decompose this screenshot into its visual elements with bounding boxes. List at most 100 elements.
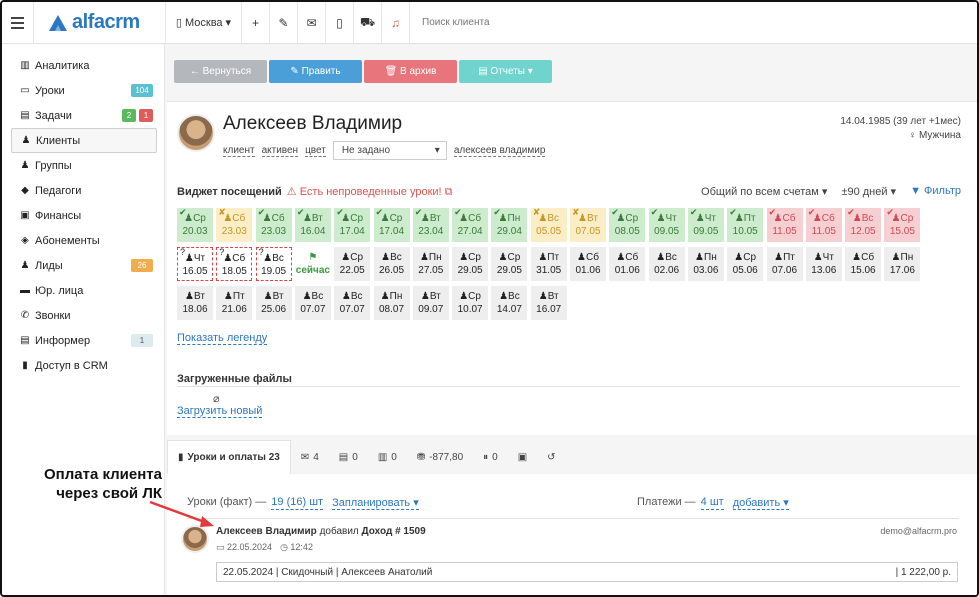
attendance-cell[interactable]: ✔ ♟Сб 23.03 [255, 207, 292, 242]
plan-dropdown[interactable]: Запланировать ▾ [332, 497, 419, 510]
attendance-cell[interactable]: ✔ ♟Сб 11.05 [766, 207, 803, 242]
attendance-cell[interactable]: ✔ ♟Ср 15.05 [884, 207, 921, 242]
payments-link[interactable]: 4 шт [700, 496, 724, 510]
sidebar-item-legal-entities[interactable]: ▬ Юр. лица [11, 278, 157, 303]
upload-file-link[interactable]: Загрузить новый [177, 405, 263, 418]
entry-item[interactable]: Доход # 1509 [361, 526, 426, 537]
attendance-cell[interactable]: ♟Ср 10.07 [452, 286, 489, 320]
attendance-cell[interactable]: ♟Сб 01.06 [609, 247, 646, 281]
bell-icon[interactable]: ♫ [382, 2, 410, 44]
attendance-now-marker[interactable]: ⚑ сейчас [294, 247, 331, 281]
attendance-cell[interactable]: ♟Пт 31.05 [530, 247, 567, 281]
sidebar-item-crm-access[interactable]: ▮ Доступ в CRM [11, 353, 157, 378]
client-type-tag[interactable]: клиент [223, 144, 255, 157]
tab-history[interactable]: ↺ [537, 440, 565, 474]
attendance-cell[interactable]: ♟Ср 22.05 [334, 247, 371, 281]
archive-button[interactable]: 🗑 В архив [364, 60, 457, 83]
attendance-cell[interactable]: ✔ ♟Ср 08.05 [609, 207, 646, 242]
client-color-tag[interactable]: цвет [305, 144, 326, 157]
attendance-cell[interactable]: ♟Вс 02.06 [648, 247, 685, 281]
payment-row[interactable]: 22.05.2024 | Скидочный | Алексеев Анатол… [216, 562, 958, 582]
sidebar-item-calls[interactable]: ✆ Звонки [11, 303, 157, 328]
attendance-cell[interactable]: ♟Сб 15.06 [845, 247, 882, 281]
attendance-cell[interactable]: ♟Вт 25.06 [255, 286, 292, 320]
attendance-cell[interactable]: ♟Вс 14.07 [491, 286, 528, 320]
tab-lessons-payments[interactable]: ▮ Уроки и оплаты 23 [167, 440, 291, 474]
back-button[interactable]: ← Вернуться [174, 60, 267, 83]
tab-stats[interactable]: ▥ 0 [368, 440, 407, 474]
attendance-cell[interactable]: ✘ ♟Вт 07.05 [570, 207, 606, 242]
attendance-cell[interactable]: ♟Ср 29.05 [491, 247, 528, 281]
attendance-cell[interactable]: ✔ ♟Вс 12.05 [845, 207, 882, 242]
attendance-cell[interactable]: ✔ ♟Вт 16.04 [294, 207, 331, 242]
tab-money[interactable]: ▣ [508, 440, 537, 474]
client-login[interactable]: алексеев владимир [453, 144, 546, 157]
sidebar-item-tasks[interactable]: ▤ Задачи 2 1 [11, 103, 157, 128]
sidebar-item-informer[interactable]: ▤ Информер 1 [11, 328, 157, 353]
attendance-cell[interactable]: ♟Пн 03.06 [687, 247, 724, 281]
wrench-icon[interactable]: ✎ [270, 2, 298, 44]
cart-icon[interactable]: ⛟ [354, 2, 382, 44]
attendance-cell[interactable]: ✔ ♟Чт 09.05 [687, 207, 724, 242]
attendance-cell[interactable]: ♟Ср 29.05 [452, 247, 489, 281]
attendance-cell[interactable]: ♟Вт 18.06 [177, 286, 213, 320]
client-status-tag[interactable]: активен [261, 144, 299, 157]
status-select[interactable]: Не задано ▾ [332, 141, 447, 160]
reports-button[interactable]: ▤ Отчеты ▾ [459, 60, 552, 83]
attendance-cell[interactable]: ♟Вт 16.07 [530, 286, 567, 320]
range-dropdown[interactable]: ±90 дней ▾ [841, 186, 897, 198]
attendance-cell[interactable]: ? ♟Сб 18.05 [216, 247, 253, 281]
logo[interactable]: alfacrm [34, 2, 166, 44]
sidebar-item-lessons[interactable]: ▭ Уроки 104 [11, 78, 157, 103]
attendance-cell[interactable]: ? ♟Вс 19.05 [255, 247, 292, 281]
attendance-cell[interactable]: ♟Сб 01.06 [570, 247, 606, 281]
sidebar-item-teachers[interactable]: ◆ Педагоги [11, 178, 157, 203]
sidebar-item-finance[interactable]: ▣ Финансы [11, 203, 157, 228]
attendance-cell[interactable]: ✘ ♟Сб 23.03 [216, 207, 253, 242]
sidebar-item-subscriptions[interactable]: ◈ Абонементы [11, 228, 157, 253]
phone-icon[interactable]: ▯ [326, 2, 354, 44]
unconducted-lessons-warning[interactable]: ⚠ Есть непроведенные уроки! ⧉ [286, 186, 453, 198]
attendance-cell[interactable]: ♟Чт 13.06 [805, 247, 842, 281]
attendance-cell[interactable]: ♟Пн 27.05 [412, 247, 449, 281]
attendance-cell[interactable]: ✔ ♟Сб 11.05 [805, 207, 842, 242]
city-selector[interactable]: ▯ Москва ▾ [166, 2, 242, 44]
sidebar-item-leads[interactable]: ♟ Лиды 26 [11, 253, 157, 278]
tab-documents[interactable]: ▤ 0 [329, 440, 368, 474]
plus-icon[interactable]: + [242, 2, 270, 44]
tab-balance[interactable]: ⛃ -877,80 [407, 440, 473, 474]
attendance-cell[interactable]: ✔ ♟Вт 23.04 [412, 207, 449, 242]
attendance-cell[interactable]: ✔ ♟Пн 29.04 [491, 207, 528, 242]
attendance-cell[interactable]: ♟Пн 17.06 [884, 247, 921, 281]
attendance-cell[interactable]: ✔ ♟Сб 27.04 [452, 207, 489, 242]
attendance-cell[interactable]: ♟Вт 09.07 [412, 286, 449, 320]
attendance-cell[interactable]: ♟Вс 26.05 [373, 247, 410, 281]
attendance-cell[interactable]: ♟Вс 07.07 [294, 286, 331, 320]
sidebar-item-analytics[interactable]: ▥ Аналитика [11, 53, 157, 78]
edit-button[interactable]: ✎ Править [269, 60, 362, 83]
add-payment-dropdown[interactable]: добавить ▾ [732, 497, 789, 510]
attendance-cell[interactable]: ♟Пн 08.07 [373, 286, 410, 320]
accounts-dropdown[interactable]: Общий по всем счетам ▾ [701, 186, 828, 198]
mail-icon[interactable]: ✉ [298, 2, 326, 44]
attendance-cell[interactable]: ✔ ♟Ср 20.03 [177, 207, 213, 242]
attendance-cell[interactable]: ✔ ♟Ср 17.04 [334, 207, 371, 242]
sidebar-item-groups[interactable]: ♟ Группы [11, 153, 157, 178]
show-legend-link[interactable]: Показать легенду [177, 332, 268, 345]
attendance-cell[interactable]: ♟Ср 05.06 [727, 247, 764, 281]
attendance-cell[interactable]: ✔ ♟Пт 10.05 [727, 207, 764, 242]
attendance-cell[interactable]: ♟Вс 07.07 [334, 286, 371, 320]
attendance-cell[interactable]: ✔ ♟Чт 09.05 [648, 207, 685, 242]
attendance-cell[interactable]: ♟Пт 07.06 [766, 247, 803, 281]
tab-messages[interactable]: ✉ 4 [291, 440, 329, 474]
attendance-cell[interactable]: ✘ ♟Вс 05.05 [530, 207, 567, 242]
tab-freezes[interactable]: ⏸ 0 [473, 440, 508, 474]
filter-button[interactable]: ▼ Фильтр [910, 185, 961, 197]
menu-icon[interactable] [2, 2, 34, 44]
client-search-input[interactable]: Поиск клиента [410, 2, 490, 44]
lessons-fact-link[interactable]: 19 (16) шт [271, 496, 324, 510]
attendance-cell[interactable]: ? ♟Чт 16.05 [177, 247, 213, 281]
attendance-cell[interactable]: ✔ ♟Ср 17.04 [373, 207, 410, 242]
sidebar-item-clients[interactable]: ♟ Клиенты [11, 128, 157, 153]
attendance-cell[interactable]: ♟Пт 21.06 [216, 286, 253, 320]
